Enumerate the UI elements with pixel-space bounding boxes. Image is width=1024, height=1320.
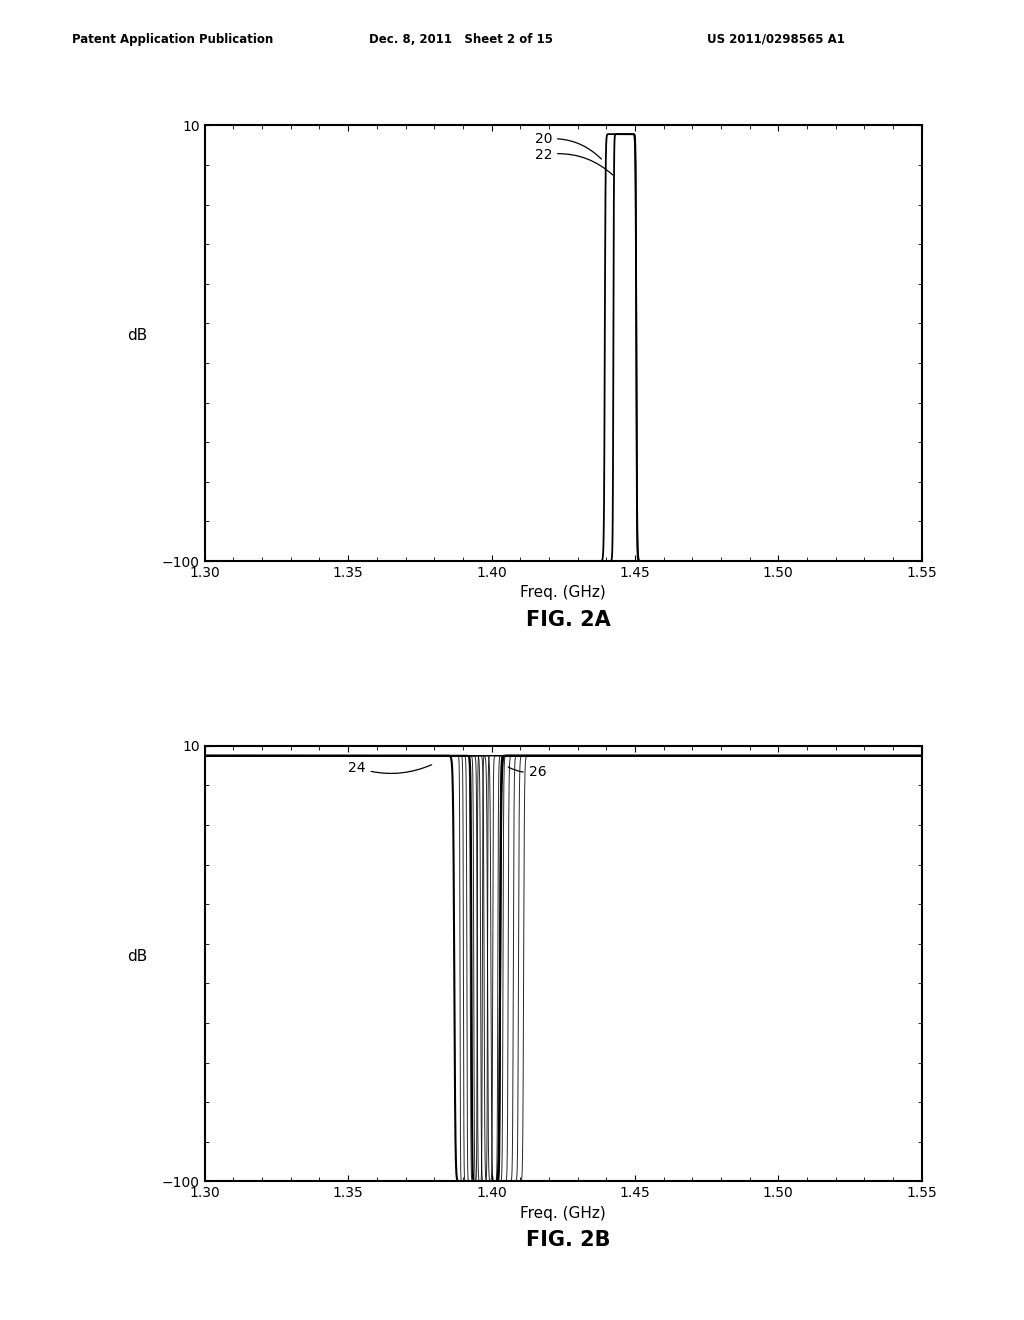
Text: FIG. 2B: FIG. 2B xyxy=(526,1230,610,1250)
Text: US 2011/0298565 A1: US 2011/0298565 A1 xyxy=(707,33,845,46)
Y-axis label: dB: dB xyxy=(127,329,147,343)
Text: 22: 22 xyxy=(535,148,612,176)
Text: 26: 26 xyxy=(508,764,547,779)
Text: Patent Application Publication: Patent Application Publication xyxy=(72,33,273,46)
Text: FIG. 2A: FIG. 2A xyxy=(526,610,610,630)
X-axis label: Freq. (GHz): Freq. (GHz) xyxy=(520,1205,606,1221)
Text: 20: 20 xyxy=(535,132,601,158)
Y-axis label: dB: dB xyxy=(127,949,147,964)
Text: Dec. 8, 2011   Sheet 2 of 15: Dec. 8, 2011 Sheet 2 of 15 xyxy=(369,33,553,46)
X-axis label: Freq. (GHz): Freq. (GHz) xyxy=(520,585,606,601)
Text: 24: 24 xyxy=(348,760,432,775)
